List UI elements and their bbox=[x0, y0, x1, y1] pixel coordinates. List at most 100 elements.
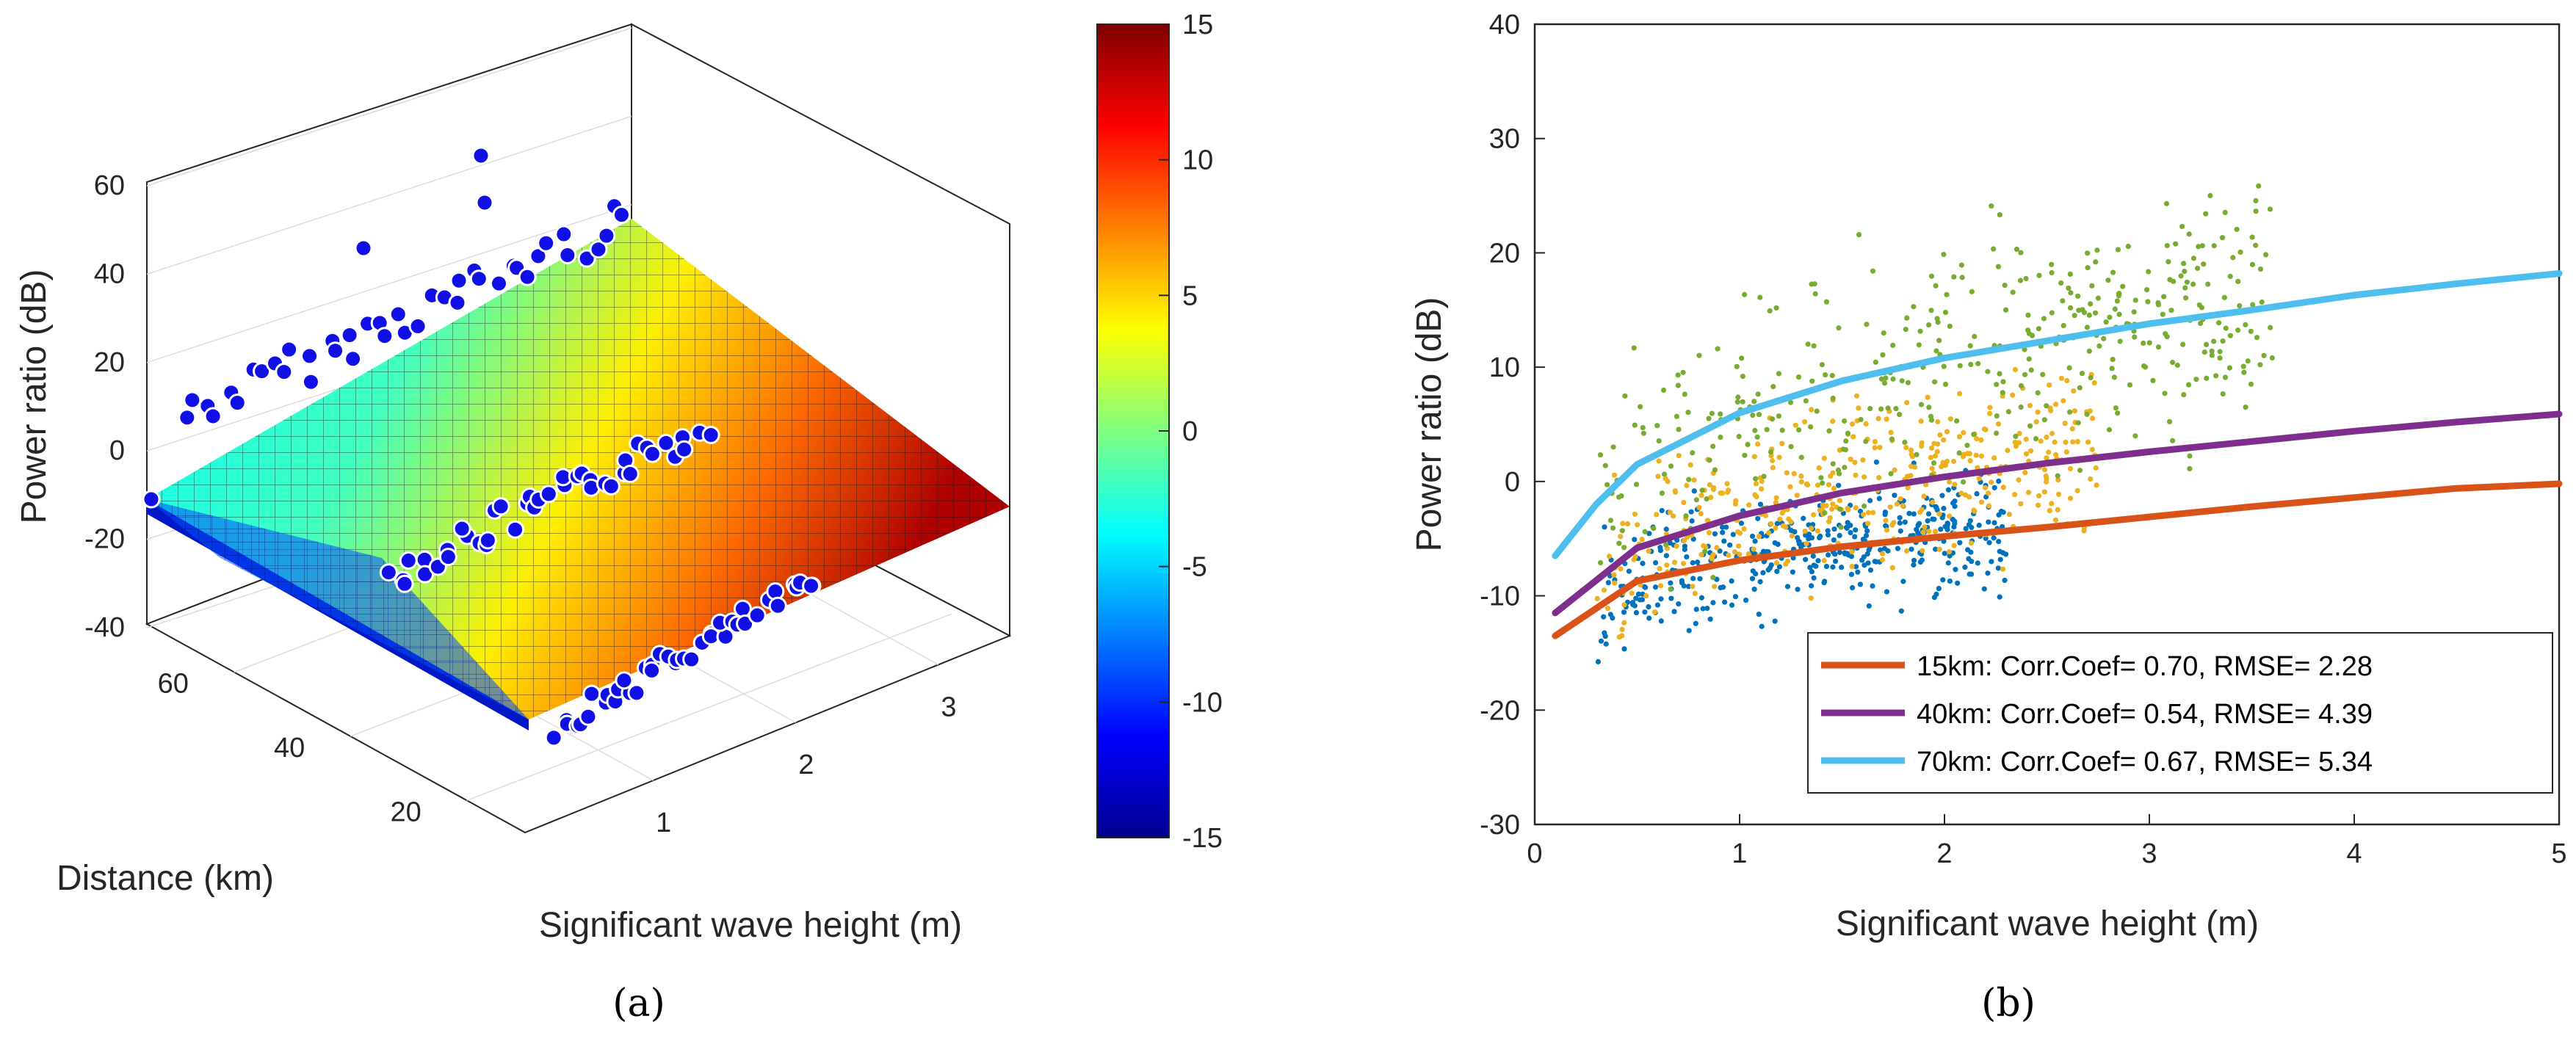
scatter-point bbox=[1918, 418, 1924, 424]
scatter-point bbox=[2125, 243, 2131, 250]
scatter-point bbox=[1942, 551, 1947, 556]
scatter-point bbox=[2155, 344, 2161, 350]
scatter-point bbox=[1989, 559, 1994, 565]
scatter-point bbox=[1637, 597, 1643, 603]
scatter-point bbox=[1779, 440, 1785, 446]
z-gridline bbox=[146, 27, 632, 186]
scatter-point bbox=[1828, 473, 1834, 479]
scatter-point bbox=[2036, 272, 2042, 278]
scatter-point bbox=[2170, 360, 2176, 366]
scatter-point bbox=[1755, 515, 1761, 521]
scatter-point bbox=[1684, 482, 1690, 488]
scatter-point bbox=[1810, 553, 1816, 559]
scatter-point bbox=[2061, 322, 2066, 329]
scatter-point bbox=[2022, 347, 2027, 352]
scatter-point bbox=[1826, 552, 1831, 558]
scatter-point bbox=[2060, 298, 2066, 304]
scatter-point bbox=[1686, 628, 1692, 634]
scatter-point bbox=[1668, 580, 1674, 586]
scatter-point bbox=[2161, 294, 2167, 300]
scatter-point bbox=[1690, 450, 1696, 456]
scatter-point bbox=[1836, 325, 1842, 331]
scatter-point bbox=[1689, 518, 1695, 524]
scatter-point bbox=[1906, 510, 1912, 516]
scatter-point bbox=[1704, 606, 1710, 612]
x-tick-label: 0 bbox=[1527, 838, 1542, 869]
scatter-point bbox=[1997, 212, 2002, 218]
scatter-point bbox=[1654, 602, 1660, 608]
scatter-point bbox=[1735, 529, 1741, 534]
scatter-point bbox=[1704, 518, 1711, 523]
scatter-point bbox=[1752, 427, 1758, 433]
scatter-point bbox=[2002, 577, 2008, 584]
scatter-point bbox=[2220, 338, 2226, 344]
x-tick-label: 1 bbox=[1732, 838, 1747, 869]
scatter-point bbox=[1822, 578, 1828, 584]
scatter-point bbox=[2237, 249, 2243, 255]
scatter-point bbox=[2079, 371, 2085, 377]
scatter-point bbox=[1730, 532, 1736, 537]
scatter-point bbox=[1872, 439, 1878, 445]
scatter-point bbox=[1893, 405, 1899, 412]
scatter-point bbox=[2170, 438, 2176, 443]
scatter-point bbox=[2262, 252, 2269, 258]
scatter-point bbox=[2049, 430, 2055, 437]
scatter-point bbox=[2077, 385, 2083, 391]
scatter-point bbox=[1741, 526, 1747, 532]
scatter-point bbox=[1621, 609, 1627, 615]
scatter-point bbox=[1718, 434, 1723, 440]
scatter-point bbox=[2062, 421, 2068, 427]
scatter-point bbox=[1932, 529, 1939, 534]
scatter-point bbox=[1811, 343, 1817, 349]
scatter-point bbox=[1938, 526, 1944, 532]
scatter-point bbox=[1796, 539, 1802, 545]
scatter-point bbox=[1848, 571, 1855, 578]
scatter-point bbox=[2000, 390, 2005, 396]
x-tick-label: 5 bbox=[2551, 838, 2566, 869]
scatter-point bbox=[1625, 520, 1631, 527]
scatter-point bbox=[1668, 586, 1674, 592]
scatter-point bbox=[1853, 472, 1859, 478]
scatter-point bbox=[2036, 326, 2041, 332]
scatter-marker bbox=[408, 316, 427, 335]
scatter-point bbox=[1899, 378, 1905, 384]
scatter-point bbox=[1852, 460, 1858, 465]
scatter-point bbox=[1873, 359, 1878, 365]
scatter-point bbox=[2146, 269, 2152, 275]
scatter-point bbox=[1680, 369, 1686, 375]
scatter-point bbox=[1691, 477, 1697, 483]
scatter-point bbox=[1994, 430, 2000, 436]
scatter-point bbox=[1721, 538, 1727, 544]
scatter-point bbox=[1853, 505, 1859, 511]
scatter-point bbox=[1934, 507, 1940, 513]
scatter-marker bbox=[529, 247, 548, 266]
scatter-point bbox=[1863, 532, 1870, 539]
scatter-point bbox=[1976, 522, 1982, 529]
scatter-point bbox=[1841, 418, 1848, 424]
scatter-point bbox=[1816, 465, 1822, 471]
scatter-point bbox=[1721, 584, 1726, 590]
scatter-point bbox=[1817, 533, 1823, 540]
scatter-point bbox=[1756, 412, 1762, 418]
colorbar-tick-label: 10 bbox=[1182, 145, 1213, 176]
scatter-point bbox=[1928, 273, 1935, 279]
scatter-point bbox=[2047, 507, 2052, 514]
scatter-point bbox=[1897, 515, 1903, 520]
scatter-point bbox=[2243, 322, 2248, 327]
scatter-point bbox=[1956, 450, 1962, 456]
scatter-point bbox=[1947, 553, 1953, 559]
scatter-point bbox=[2257, 362, 2263, 368]
scatter-point bbox=[1605, 580, 1611, 586]
scatter-point bbox=[1708, 494, 1714, 501]
scatter-point bbox=[1837, 532, 1842, 539]
scatter-point bbox=[1919, 443, 1925, 449]
scatter-point bbox=[2213, 373, 2219, 379]
scatter-point bbox=[1706, 530, 1712, 536]
scatter-point bbox=[1692, 590, 1698, 596]
scatter-point bbox=[1950, 458, 1957, 465]
scatter-point bbox=[1597, 559, 1604, 566]
scatter-point bbox=[1795, 587, 1801, 592]
scatter-point bbox=[1768, 520, 1774, 527]
scatter-point bbox=[2222, 374, 2229, 380]
scatter-point bbox=[2103, 319, 2109, 325]
